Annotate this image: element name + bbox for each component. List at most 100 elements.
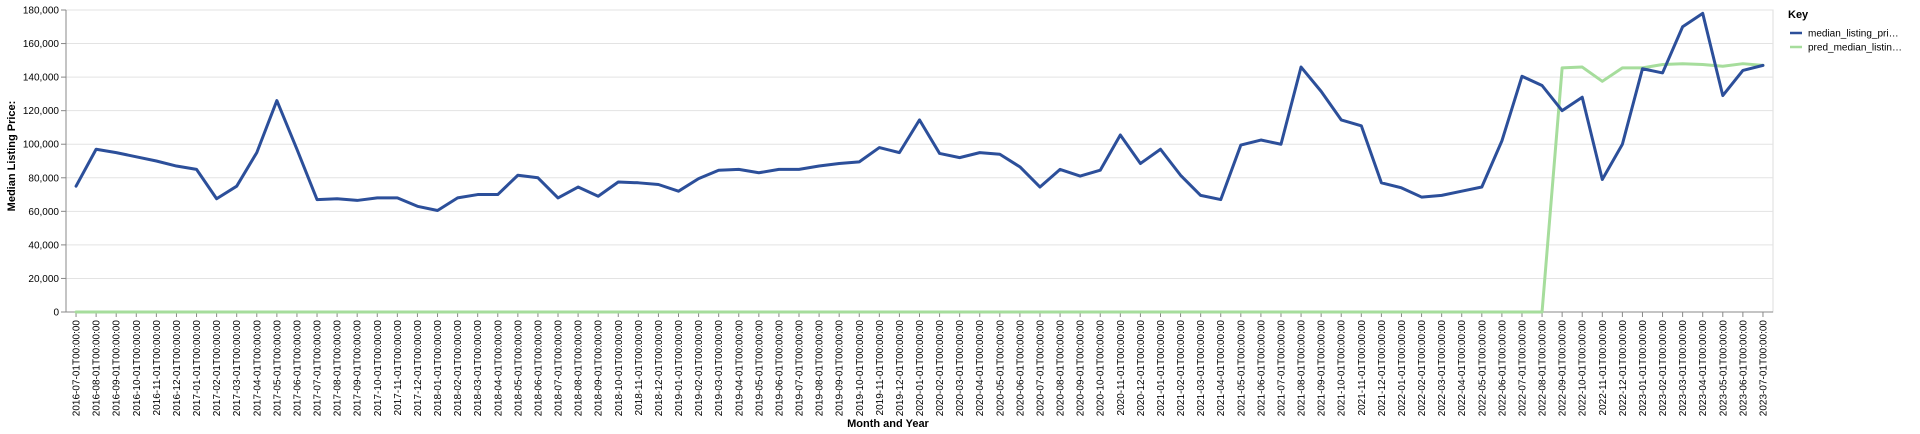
x-tick-label: 2021-07-01T00:00:00 xyxy=(1276,320,1287,417)
x-tick-label: 2020-02-01T00:00:00 xyxy=(935,320,946,417)
x-tick-label: 2020-11-01T00:00:00 xyxy=(1116,320,1127,416)
x-axis-title: Month and Year xyxy=(847,418,929,430)
y-tick-label: 60,000 xyxy=(28,207,59,218)
series-line xyxy=(74,62,1765,314)
y-tick-label: 120,000 xyxy=(23,106,60,117)
x-tick-label: 2019-03-01T00:00:00 xyxy=(714,320,725,417)
x-tick-label: 2016-09-01T00:00:00 xyxy=(112,320,123,417)
x-tick-label: 2023-07-01T00:00:00 xyxy=(1758,320,1769,417)
x-tick-label: 2021-02-01T00:00:00 xyxy=(1176,320,1187,417)
gridlines xyxy=(66,9,1773,313)
y-tick-label: 100,000 xyxy=(23,140,60,151)
x-tick-label: 2017-02-01T00:00:00 xyxy=(212,320,223,417)
x-tick-label: 2018-03-01T00:00:00 xyxy=(473,320,484,417)
x-tick-label: 2023-01-01T00:00:00 xyxy=(1638,320,1649,417)
x-tick-label: 2022-07-01T00:00:00 xyxy=(1517,320,1528,417)
x-tick-label: 2021-09-01T00:00:00 xyxy=(1317,320,1328,417)
x-tick-label: 2016-08-01T00:00:00 xyxy=(92,320,103,417)
x-tick-label: 2022-05-01T00:00:00 xyxy=(1477,320,1488,417)
x-tick-label: 2017-10-01T00:00:00 xyxy=(373,320,384,417)
y-tick-label: 0 xyxy=(53,308,59,319)
x-tick-label: 2018-07-01T00:00:00 xyxy=(554,320,565,417)
x-tick-label: 2020-06-01T00:00:00 xyxy=(1015,320,1026,417)
x-tick-label: 2018-02-01T00:00:00 xyxy=(453,320,464,417)
x-tick-label: 2022-02-01T00:00:00 xyxy=(1417,320,1428,417)
x-tick-label: 2020-01-01T00:00:00 xyxy=(915,320,926,417)
x-tick-label: 2017-05-01T00:00:00 xyxy=(272,320,283,417)
x-tick-label: 2023-04-01T00:00:00 xyxy=(1698,320,1709,417)
x-tick-label: 2020-03-01T00:00:00 xyxy=(955,320,966,417)
x-tick-label: 2022-01-01T00:00:00 xyxy=(1397,320,1408,417)
x-tick-label: 2019-02-01T00:00:00 xyxy=(694,320,705,417)
x-tick-label: 2022-09-01T00:00:00 xyxy=(1558,320,1569,417)
x-tick-label: 2022-11-01T00:00:00 xyxy=(1598,320,1609,416)
legend-title: Key xyxy=(1788,9,1809,21)
x-tick-label: 2019-05-01T00:00:00 xyxy=(754,320,765,417)
x-tick-label: 2021-10-01T00:00:00 xyxy=(1337,320,1348,417)
x-tick-label: 2020-07-01T00:00:00 xyxy=(1035,320,1046,417)
x-tick-label: 2022-06-01T00:00:00 xyxy=(1497,320,1508,417)
x-tick-label: 2020-10-01T00:00:00 xyxy=(1096,320,1107,417)
x-tick-label: 2018-06-01T00:00:00 xyxy=(533,320,544,417)
x-tick-label: 2017-11-01T00:00:00 xyxy=(393,320,404,416)
legend-item[interactable]: pred_median_listin… xyxy=(1790,43,1902,54)
y-tick-label: 20,000 xyxy=(28,274,59,285)
y-tick-label: 40,000 xyxy=(28,240,59,251)
x-tick-label: 2018-05-01T00:00:00 xyxy=(513,320,524,417)
x-tick-label: 2020-05-01T00:00:00 xyxy=(995,320,1006,417)
x-tick-label: 2020-08-01T00:00:00 xyxy=(1056,320,1067,417)
x-tick-label: 2021-01-01T00:00:00 xyxy=(1156,320,1167,417)
x-tick-label: 2020-12-01T00:00:00 xyxy=(1136,320,1147,417)
x-tick-label: 2019-04-01T00:00:00 xyxy=(734,320,745,417)
x-tick-label: 2017-06-01T00:00:00 xyxy=(292,320,303,417)
x-tick-label: 2019-07-01T00:00:00 xyxy=(795,320,806,417)
x-tick-label: 2016-07-01T00:00:00 xyxy=(72,320,83,417)
x-tick-label: 2017-04-01T00:00:00 xyxy=(252,320,263,417)
x-tick-label: 2022-03-01T00:00:00 xyxy=(1437,320,1448,417)
x-tick-label: 2019-11-01T00:00:00 xyxy=(875,320,886,416)
x-tick-label: 2023-03-01T00:00:00 xyxy=(1678,320,1689,417)
x-tick-label: 2017-03-01T00:00:00 xyxy=(232,320,243,417)
x-tick-label: 2019-10-01T00:00:00 xyxy=(855,320,866,417)
x-tick-label: 2017-09-01T00:00:00 xyxy=(353,320,364,417)
x-tick-label: 2023-05-01T00:00:00 xyxy=(1718,320,1729,417)
legend-label: pred_median_listin… xyxy=(1808,43,1902,54)
x-tick-label: 2018-11-01T00:00:00 xyxy=(634,320,645,416)
x-tick-label: 2019-09-01T00:00:00 xyxy=(835,320,846,417)
x-axis: 2016-07-01T00:00:00 2016-08-01T00:00:00 20… xyxy=(66,311,1773,417)
x-tick-label: 2021-04-01T00:00:00 xyxy=(1216,320,1227,417)
x-tick-label: 2020-04-01T00:00:00 xyxy=(975,320,986,417)
x-tick-label: 2016-10-01T00:00:00 xyxy=(132,320,143,417)
x-tick-label: 2023-06-01T00:00:00 xyxy=(1738,320,1749,417)
y-tick-label: 160,000 xyxy=(23,39,60,50)
x-tick-label: 2021-12-01T00:00:00 xyxy=(1377,320,1388,417)
legend-item[interactable]: median_listing_pri… xyxy=(1790,29,1899,40)
x-tick-label: 2017-12-01T00:00:00 xyxy=(413,320,424,417)
x-tick-label: 2018-10-01T00:00:00 xyxy=(614,320,625,417)
x-tick-label: 2021-11-01T00:00:00 xyxy=(1357,320,1368,416)
x-tick-label: 2018-09-01T00:00:00 xyxy=(594,320,605,417)
legend-label: median_listing_pri… xyxy=(1808,29,1899,40)
x-tick-label: 2019-06-01T00:00:00 xyxy=(774,320,785,417)
x-tick-label: 2017-01-01T00:00:00 xyxy=(192,320,203,417)
y-axis: 0 20,000 40,000 60,000 80,000 100,000 120,000 1… xyxy=(23,6,67,319)
x-tick-label: 2019-08-01T00:00:00 xyxy=(815,320,826,417)
x-tick-label: 2018-08-01T00:00:00 xyxy=(574,320,585,417)
y-tick-label: 140,000 xyxy=(23,73,60,84)
x-tick-label: 2021-05-01T00:00:00 xyxy=(1236,320,1247,417)
plot-area xyxy=(65,9,1774,313)
series-line xyxy=(74,11,1765,212)
y-tick-label: 180,000 xyxy=(23,6,60,17)
x-tick-label: 2016-11-01T00:00:00 xyxy=(152,320,163,416)
x-tick-label: 2017-08-01T00:00:00 xyxy=(333,320,344,417)
y-tick-label: 80,000 xyxy=(28,173,59,184)
x-tick-label: 2017-07-01T00:00:00 xyxy=(313,320,324,417)
x-tick-label: 2016-12-01T00:00:00 xyxy=(172,320,183,417)
x-tick-label: 2019-12-01T00:00:00 xyxy=(895,320,906,417)
plot-background xyxy=(65,9,1774,313)
x-tick-label: 2021-06-01T00:00:00 xyxy=(1256,320,1267,417)
legend[interactable]: Key median_listing_pri… pred_median_listi… xyxy=(1788,9,1902,54)
x-tick-label: 2018-04-01T00:00:00 xyxy=(493,320,504,417)
x-tick-label: 2021-08-01T00:00:00 xyxy=(1297,320,1308,417)
